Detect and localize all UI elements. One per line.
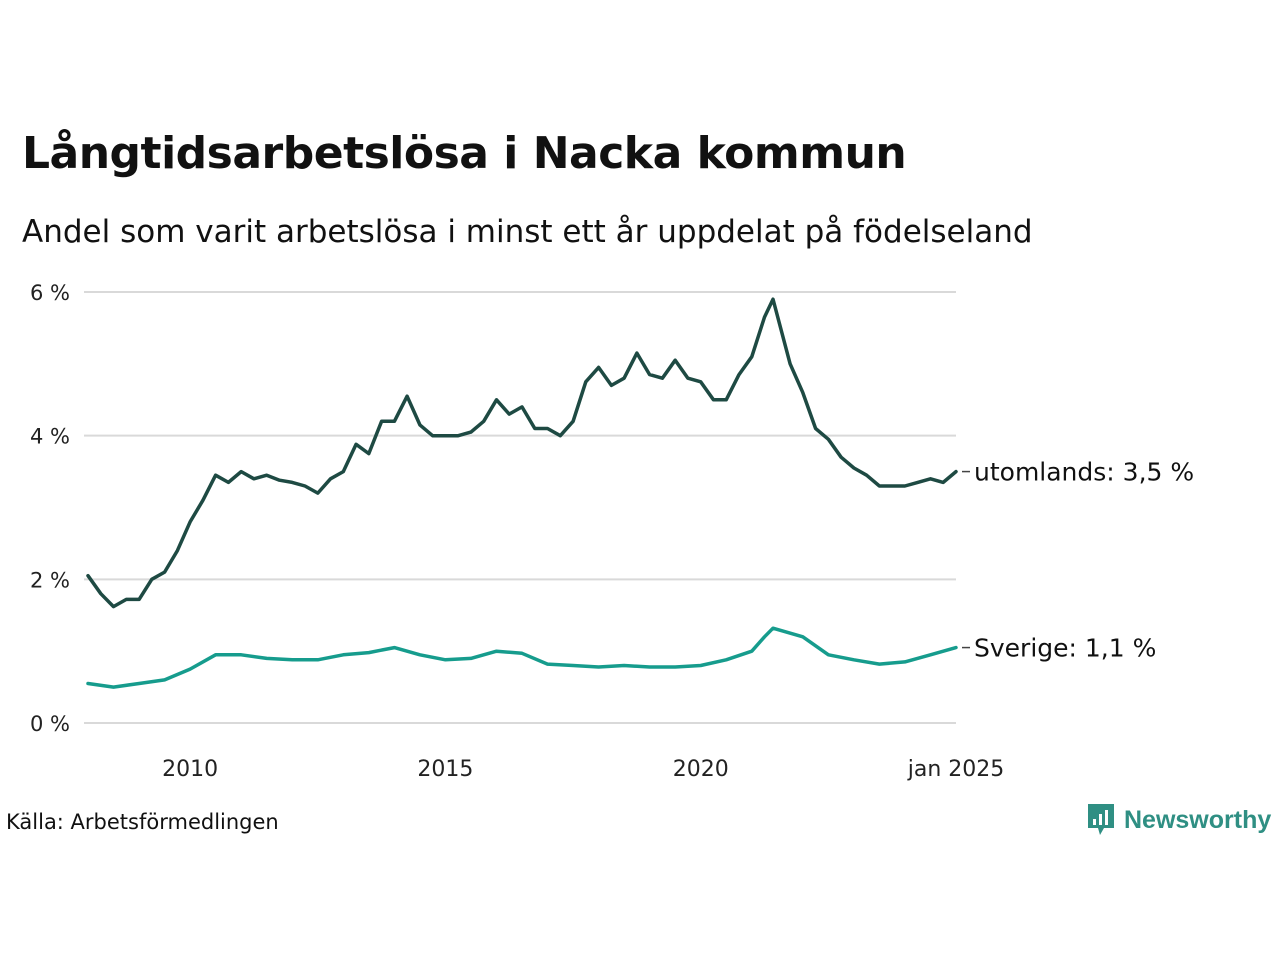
y-tick-label: 6 % <box>30 281 70 305</box>
x-tick-label: 2020 <box>673 757 729 782</box>
newsworthy-logo: Newsworthy <box>1086 802 1271 838</box>
chart-subtitle: Andel som varit arbetslösa i minst ett å… <box>22 214 1033 250</box>
line-chart: 0 % 2 % 4 % 6 % 2010 2015 2020 jan 2025 utomland… <box>30 281 1194 782</box>
newsworthy-logo-icon <box>1088 804 1114 835</box>
y-tick-label: 2 % <box>30 568 70 592</box>
series-line-utomlands <box>86 297 958 609</box>
y-tick-label: 4 % <box>30 425 70 449</box>
x-tick-label: 2010 <box>162 757 218 782</box>
source-note: Källa: Arbetsförmedlingen <box>6 810 279 834</box>
x-tick-label: 2015 <box>417 757 473 782</box>
series-line-sverige <box>86 626 958 689</box>
end-label-sverige: Sverige: 1,1 % <box>974 634 1156 663</box>
brand-name: Newsworthy <box>1124 805 1272 834</box>
chart-title: Långtidsarbetslösa i Nacka kommun <box>22 128 907 179</box>
x-tick-label: jan 2025 <box>907 757 1005 782</box>
y-tick-label: 0 % <box>30 712 70 736</box>
end-label-utomlands: utomlands: 3,5 % <box>974 458 1194 487</box>
